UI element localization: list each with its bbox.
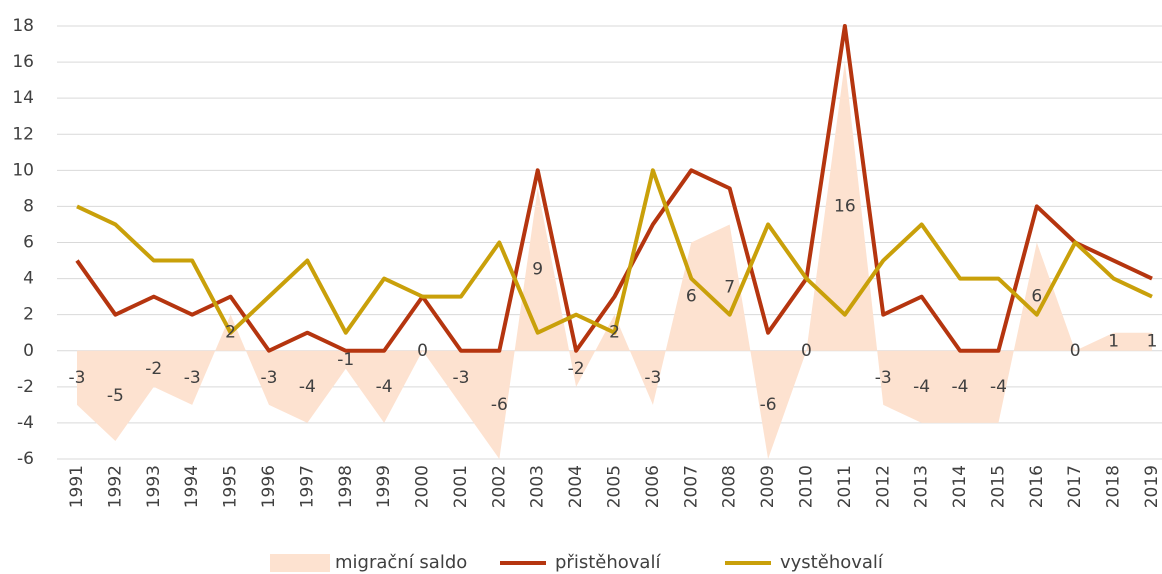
data-label: 0 — [417, 341, 428, 361]
data-label: -3 — [875, 368, 892, 388]
data-label: 0 — [801, 341, 812, 361]
data-label: -4 — [299, 377, 316, 397]
x-tick-label: 2013 — [912, 465, 932, 508]
data-label: -3 — [69, 368, 86, 388]
data-label: 6 — [1031, 287, 1042, 307]
data-label: -4 — [913, 377, 930, 397]
x-tick-label: 2001 — [451, 465, 471, 508]
x-tick-label: 2002 — [489, 465, 509, 508]
data-label: -4 — [376, 377, 393, 397]
x-tick-label: 2019 — [1142, 465, 1162, 508]
x-tick-label: 1993 — [144, 465, 164, 508]
x-tick-label: 2015 — [988, 465, 1008, 508]
x-tick-label: 1992 — [105, 465, 125, 508]
y-tick-label: -6 — [17, 449, 34, 469]
line — [76, 168, 1153, 335]
line — [75, 24, 1153, 353]
x-tick-label: 1997 — [297, 465, 317, 508]
y-tick-label: 6 — [23, 233, 34, 253]
x-tick-label: 1999 — [374, 465, 394, 508]
data-label: 7 — [724, 278, 735, 298]
x-tick-label: 2017 — [1065, 465, 1085, 508]
x-tick-label: 1998 — [336, 465, 356, 508]
y-tick-label: 4 — [23, 269, 34, 289]
y-tick-label: 14 — [12, 88, 34, 108]
data-label: -5 — [107, 386, 124, 406]
data-label: 2 — [609, 323, 620, 343]
y-tick-label: -4 — [17, 413, 34, 433]
x-tick-label: 2005 — [605, 465, 625, 508]
data-label: -2 — [145, 359, 162, 379]
y-tick-label: 2 — [23, 305, 34, 325]
x-tick-label: 2016 — [1027, 465, 1047, 508]
legend-label: přistěhovalí — [555, 552, 661, 573]
x-tick-label: 2010 — [796, 465, 816, 508]
x-tick-label: 1991 — [67, 465, 87, 508]
x-tick-label: 2000 — [413, 465, 433, 508]
data-label: -4 — [990, 377, 1007, 397]
x-tick-label: 2008 — [720, 465, 740, 508]
x-tick-label: 2009 — [758, 465, 778, 508]
y-tick-label: 10 — [12, 160, 34, 180]
y-tick-label: 8 — [23, 196, 34, 216]
data-label: -3 — [260, 368, 277, 388]
data-label: -4 — [952, 377, 969, 397]
data-label: -2 — [568, 359, 585, 379]
y-tick-label: 18 — [12, 16, 34, 36]
legend-item: vystěhovalí — [725, 552, 884, 573]
data-label: -3 — [184, 368, 201, 388]
data-label: -3 — [644, 368, 661, 388]
x-tick-label: 1996 — [259, 465, 279, 508]
x-tick-label: 2006 — [643, 465, 663, 508]
x-tick-label: 2011 — [835, 465, 855, 508]
x-tick-label: 2007 — [681, 465, 701, 508]
legend-label: vystěhovalí — [780, 552, 884, 573]
data-label: 6 — [686, 287, 697, 307]
x-tick-label: 1995 — [221, 465, 241, 508]
area — [77, 62, 1152, 459]
y-tick-label: 16 — [12, 52, 34, 72]
legend-item: přistěhovalí — [500, 552, 661, 573]
data-label: -1 — [337, 350, 354, 370]
x-tick-label: 2018 — [1104, 465, 1124, 508]
data-label: 0 — [1070, 341, 1081, 361]
data-label: -6 — [760, 395, 777, 415]
legend-swatch — [270, 554, 330, 572]
legend-item: migrační saldo — [270, 552, 467, 573]
x-tick-label: 2012 — [873, 465, 893, 508]
y-tick-label: 12 — [12, 124, 34, 144]
x-tick-label: 2014 — [950, 465, 970, 508]
y-tick-label: 0 — [23, 341, 34, 361]
x-tick-label: 2003 — [528, 465, 548, 508]
data-label: 16 — [834, 196, 856, 216]
x-tick-label: 1994 — [182, 465, 202, 508]
x-tick-label: 2004 — [566, 465, 586, 508]
data-label: 9 — [532, 260, 543, 280]
data-label: 1 — [1108, 332, 1119, 352]
legend-label: migrační saldo — [335, 552, 467, 573]
data-label: -6 — [491, 395, 508, 415]
data-label: 1 — [1147, 332, 1158, 352]
data-label: 2 — [225, 323, 236, 343]
y-tick-label: -2 — [17, 377, 34, 397]
data-label: -3 — [452, 368, 469, 388]
